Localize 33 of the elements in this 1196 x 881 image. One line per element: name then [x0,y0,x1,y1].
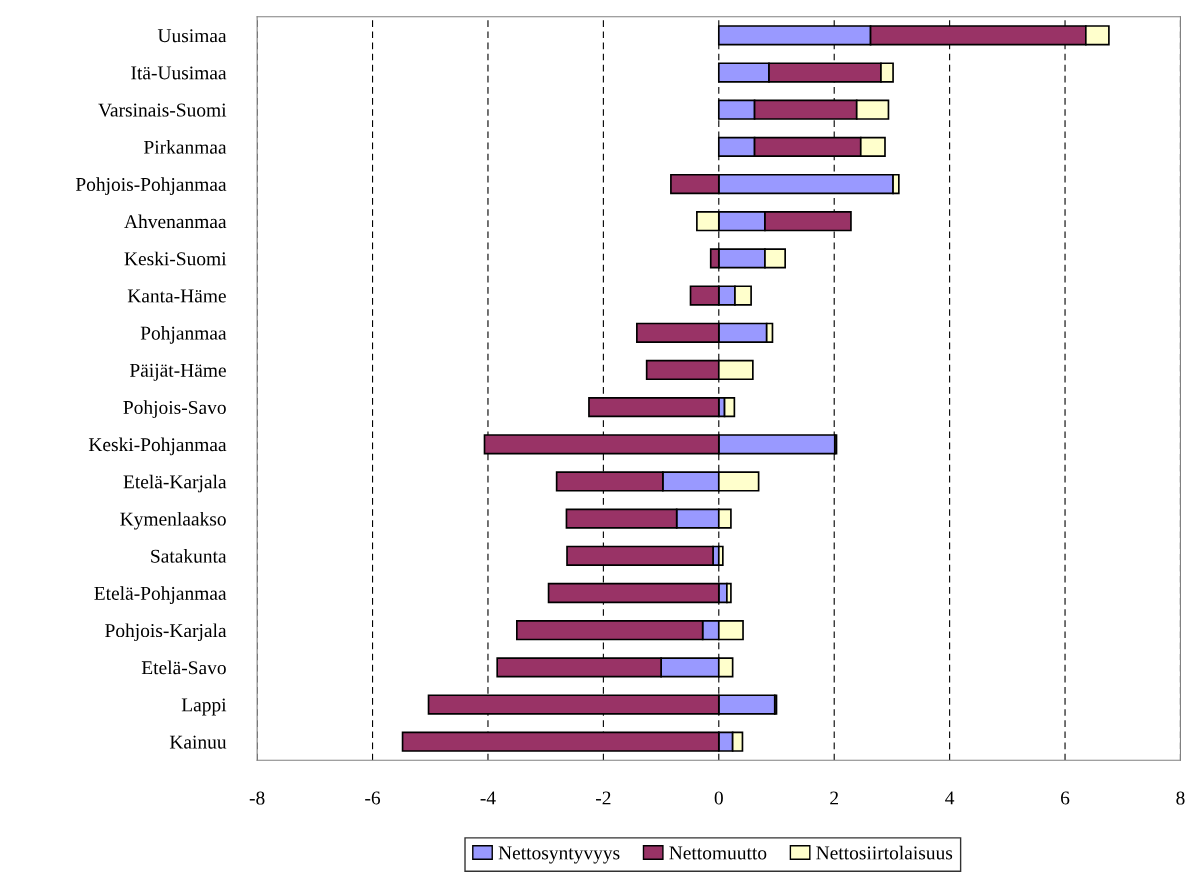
y-tick-label: Itä-Uusimaa [131,66,227,80]
y-tick-label: Etelä-Savo [141,660,226,675]
y-tick-label: Pohjanmaa [140,326,227,344]
y-tick-label: Satakunta [151,549,227,563]
y-tick-label: Lappi [181,698,227,716]
x-tick-label: 0 [714,791,723,805]
y-tick-label: Keski-Pohjanmaa [88,437,227,456]
legend-label: Nettosyntyvyys [498,846,620,864]
y-tick-label: Etelä-Karjala [123,474,227,493]
x-tick-label: -8 [249,791,265,805]
y-tick-label: Kanta-Häme [127,289,226,303]
bar [723,396,736,418]
x-tick-label: 8 [1176,791,1185,805]
y-tick-label: Uusimaa [157,29,227,43]
legend-label: Nettosiirtolaisuus [816,845,953,860]
x-tick-label: -6 [365,791,381,805]
x-tick-label: -2 [596,791,611,805]
x-tick-label: -4 [480,791,496,805]
y-tick-label: Pirkanmaa [143,140,227,154]
x-tick-label: 2 [830,791,838,805]
y-tick-label: Keski-Suomi [124,251,227,266]
legend-label: Nettomuutto [669,846,767,860]
y-tick-label: Pohjois-Karjala [105,623,227,642]
y-tick-label: Päijät-Häme [129,363,226,381]
x-tick-label: 6 [1061,791,1070,805]
y-tick-label: Kymenlaakso [120,511,226,530]
y-tick-label: Pohjois-Pohjanmaa [75,177,227,195]
y-tick-label: Varsinais-Suomi [98,103,227,117]
x-tick-label: 4 [945,791,955,805]
y-tick-label: Etelä-Pohjanmaa [94,586,227,604]
y-tick-label: Kainuu [169,735,227,749]
y-tick-label: Ahvenanmaa [124,214,227,229]
y-tick-label: Pohjois-Savo [123,400,226,418]
